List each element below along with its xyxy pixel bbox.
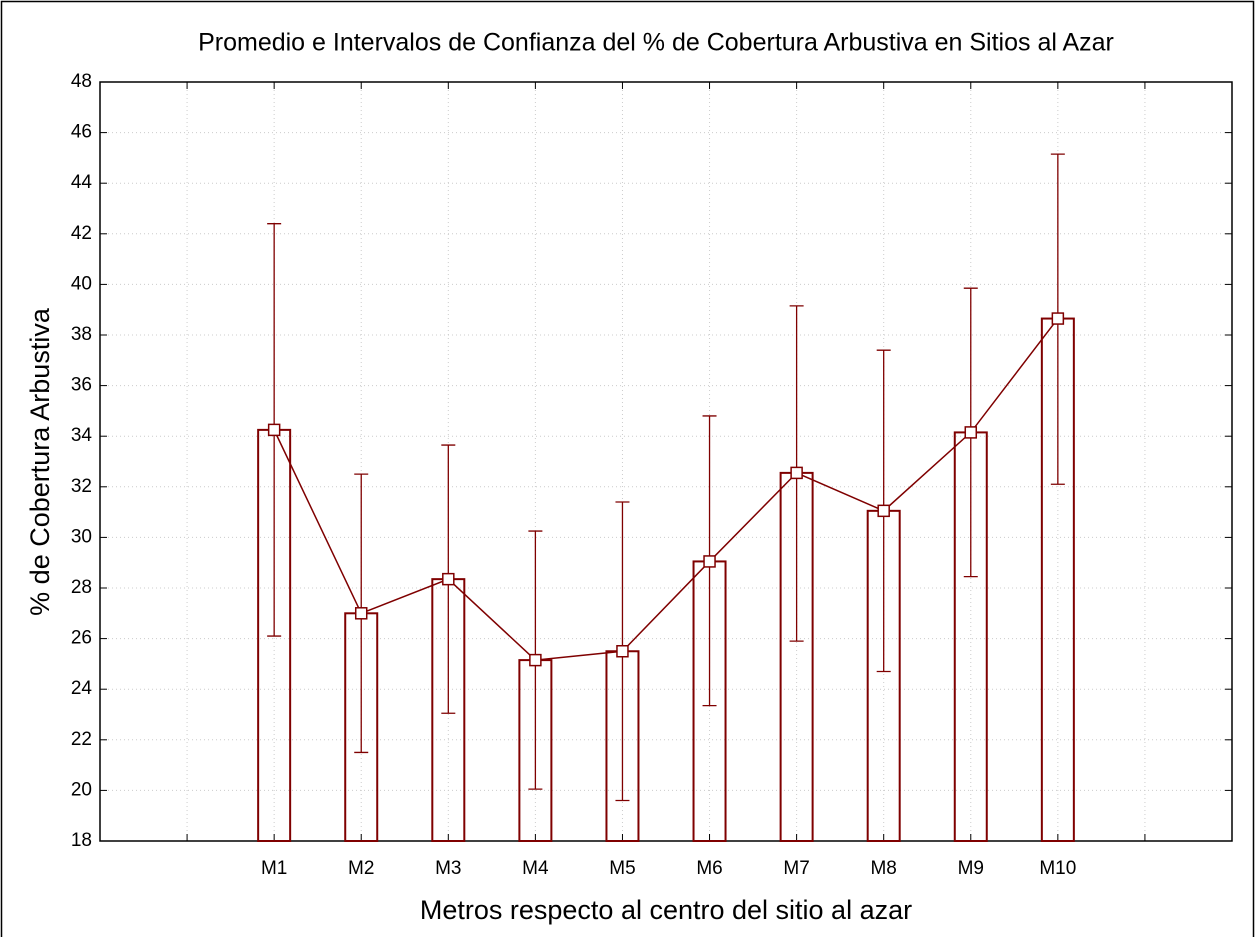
mean-marker xyxy=(790,466,803,480)
y-tick-label: 28 xyxy=(71,577,92,598)
x-tick-label: M9 xyxy=(958,858,984,879)
mean-marker xyxy=(1051,312,1065,325)
x-tick-label: M3 xyxy=(435,858,461,879)
plot-area xyxy=(99,81,1233,842)
x-tick-label: M4 xyxy=(522,858,549,879)
x-axis-label: Metros respecto al centro del sitio al a… xyxy=(420,895,912,925)
y-tick-label: 44 xyxy=(71,172,93,193)
y-tick-label: 22 xyxy=(71,729,92,750)
y-tick-label: 38 xyxy=(71,324,92,345)
y-tick-label: 32 xyxy=(71,476,92,497)
mean-marker xyxy=(267,423,281,437)
mean-marker xyxy=(703,555,716,568)
y-tick-label: 30 xyxy=(71,526,92,547)
mean-marker xyxy=(354,607,368,620)
y-tick-label: 26 xyxy=(71,628,92,649)
y-tick-label: 18 xyxy=(71,830,92,851)
mean-marker xyxy=(616,645,629,658)
y-axis-label: % de Cobertura Arbustiva xyxy=(25,307,55,616)
y-tick-label: 48 xyxy=(71,71,92,92)
y-tick-label: 46 xyxy=(71,122,92,143)
x-tick-label: M7 xyxy=(783,858,809,879)
mean-marker xyxy=(964,426,978,439)
y-tick-label: 20 xyxy=(71,779,92,800)
y-tick-label: 40 xyxy=(71,273,92,294)
y-tick-label: 24 xyxy=(71,678,93,699)
chart-title: Promedio e Intervalos de Confianza del %… xyxy=(198,29,1114,57)
x-tick-label: M1 xyxy=(261,858,287,879)
x-tick-label: M2 xyxy=(348,858,374,879)
x-tick-label: M8 xyxy=(870,858,896,879)
y-tick-label: 42 xyxy=(71,223,92,244)
mean-line xyxy=(273,318,1059,661)
y-tick-label: 34 xyxy=(71,425,93,446)
mean-marker xyxy=(877,504,890,518)
y-tick-label: 36 xyxy=(71,375,92,396)
x-tick-label: M6 xyxy=(696,858,722,879)
x-tick-label: M5 xyxy=(609,858,635,879)
x-tick-label: M10 xyxy=(1039,858,1076,879)
mean-marker xyxy=(529,653,542,667)
mean-marker xyxy=(442,572,455,586)
